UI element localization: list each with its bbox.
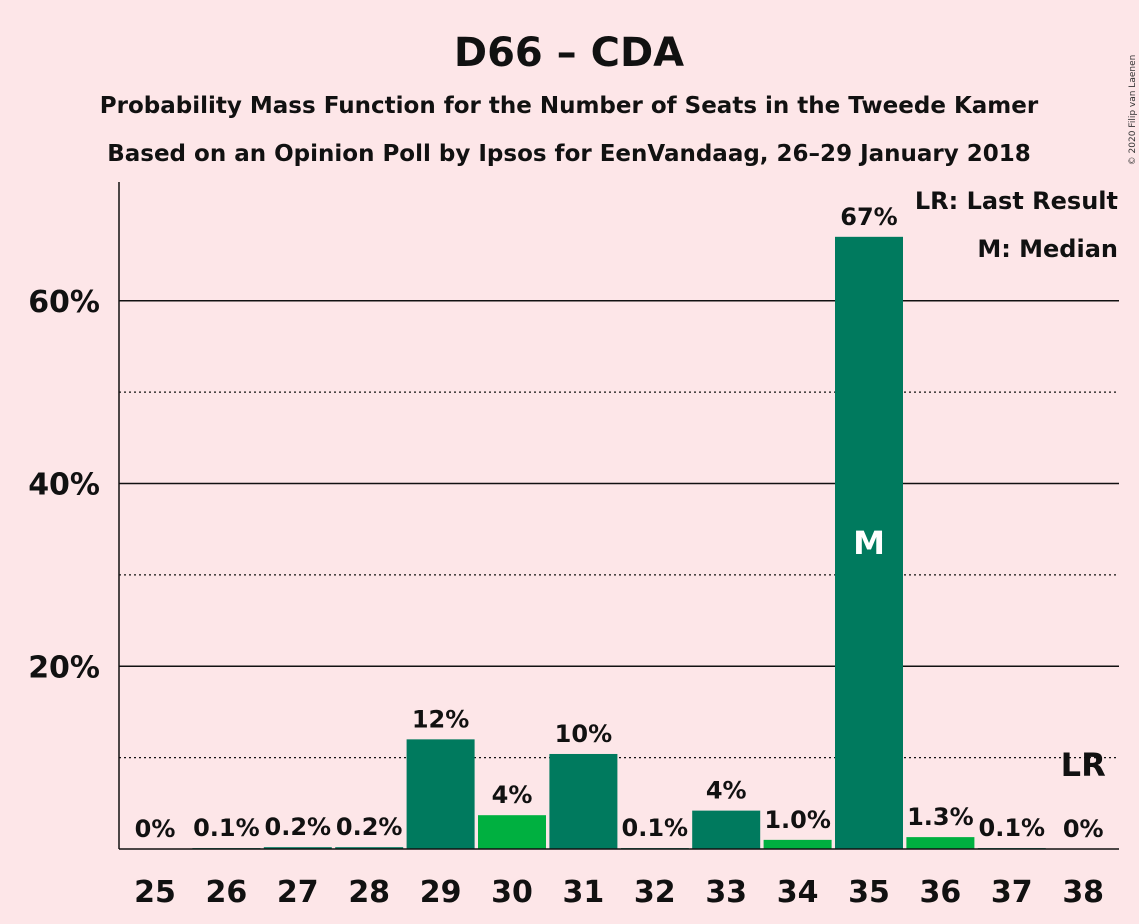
x-tick-label-32: 32 bbox=[634, 875, 676, 910]
bar-label-27: 0.2% bbox=[265, 813, 332, 841]
chart-subtitle-2: Based on an Opinion Poll by Ipsos for Ee… bbox=[107, 141, 1031, 167]
bar-label-36: 1.3% bbox=[907, 803, 974, 831]
markers: M LR bbox=[853, 524, 1106, 784]
bar-label-35: 67% bbox=[840, 203, 897, 231]
bar-label-32: 0.1% bbox=[622, 814, 689, 842]
median-marker: M bbox=[853, 524, 885, 562]
bar-35 bbox=[835, 236, 903, 850]
x-tick-label-31: 31 bbox=[563, 875, 605, 910]
copyright-notice: © 2020 Filip van Laenen bbox=[1128, 55, 1138, 166]
x-tick-label-35: 35 bbox=[848, 875, 890, 910]
bar-36 bbox=[906, 837, 975, 849]
bars bbox=[192, 236, 1046, 850]
chart-subtitle-1: Probability Mass Function for the Number… bbox=[100, 93, 1039, 119]
x-tick-label-36: 36 bbox=[920, 875, 962, 910]
x-tick-label-38: 38 bbox=[1062, 875, 1104, 910]
x-tick-label-28: 28 bbox=[348, 875, 390, 910]
bar-33 bbox=[692, 810, 761, 849]
bar-label-34: 1.0% bbox=[764, 806, 831, 834]
bar-label-25: 0% bbox=[135, 815, 176, 843]
legend-median: M: Median bbox=[977, 235, 1118, 263]
bar-labels: 0% 0.1% 0.2% 0.2%12%4%10%0.1%4%1.0%67%1.3% 0… bbox=[135, 203, 1104, 843]
bar-label-38: 0% bbox=[1063, 815, 1104, 843]
bar-31 bbox=[549, 753, 618, 849]
x-axis-ticks: 25 26 27 28 29 30 31 32 33 34 35 36 37 38 bbox=[134, 875, 1104, 910]
bar-label-26: 0.1% bbox=[193, 814, 260, 842]
x-tick-label-34: 34 bbox=[777, 875, 819, 910]
bar-label-33: 4% bbox=[706, 777, 747, 805]
bar-34 bbox=[763, 839, 832, 849]
y-axis-ticks: 20% 40% 60% bbox=[28, 285, 100, 685]
bar-28 bbox=[335, 847, 404, 849]
bar-label-31: 10% bbox=[555, 720, 612, 748]
gridlines bbox=[119, 300, 1119, 759]
bar-label-29: 12% bbox=[412, 705, 469, 733]
bar-label-28: 0.2% bbox=[336, 813, 403, 841]
bar-30 bbox=[478, 815, 546, 849]
chart-title: D66 – CDA bbox=[454, 30, 684, 76]
bar-label-37: 0.1% bbox=[979, 814, 1046, 842]
x-tick-label-29: 29 bbox=[420, 875, 462, 910]
legend-last-result: LR: Last Result bbox=[915, 187, 1118, 215]
bar-29 bbox=[406, 739, 475, 849]
bar-label-30: 4% bbox=[492, 781, 533, 809]
x-tick-label-30: 30 bbox=[491, 875, 533, 910]
x-tick-label-26: 26 bbox=[206, 875, 248, 910]
y-tick-label-20: 20% bbox=[28, 650, 100, 685]
bar-27 bbox=[263, 847, 332, 849]
x-tick-label-37: 37 bbox=[991, 875, 1033, 910]
x-tick-label-25: 25 bbox=[134, 875, 176, 910]
y-tick-label-60: 60% bbox=[28, 285, 100, 320]
x-tick-label-27: 27 bbox=[277, 875, 319, 910]
y-tick-label-40: 40% bbox=[28, 468, 100, 503]
last-result-marker: LR bbox=[1061, 746, 1106, 784]
x-tick-label-33: 33 bbox=[705, 875, 747, 910]
